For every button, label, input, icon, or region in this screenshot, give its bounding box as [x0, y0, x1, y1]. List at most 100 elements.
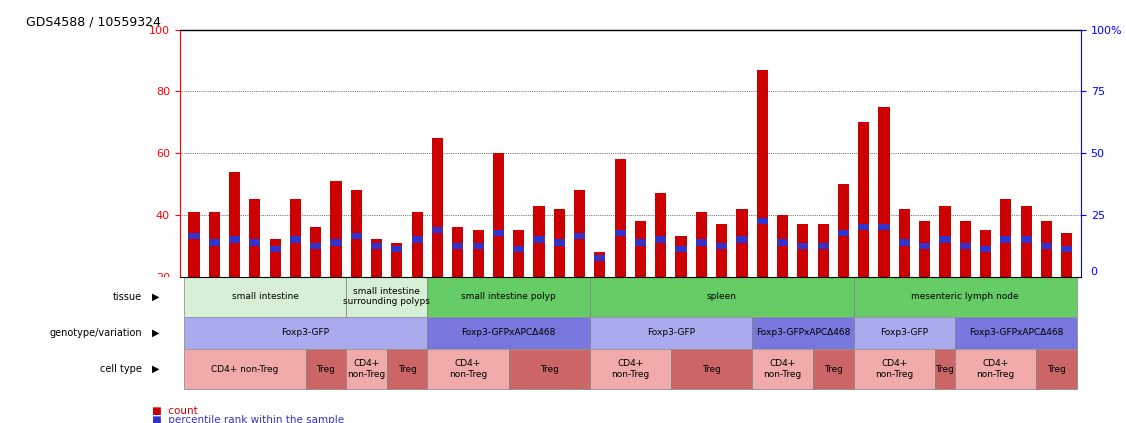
Bar [676, 236, 687, 338]
Bar [878, 224, 890, 230]
Bar [1020, 206, 1031, 338]
Bar [184, 277, 346, 317]
Bar [428, 349, 509, 389]
Bar [854, 317, 955, 349]
Text: CD4+
non-Treg: CD4+ non-Treg [449, 360, 488, 379]
Bar [1040, 221, 1052, 338]
Bar [899, 239, 910, 246]
Bar [716, 224, 727, 338]
Text: CD4+
non-Treg: CD4+ non-Treg [763, 360, 802, 379]
Bar [752, 317, 854, 349]
Bar [736, 209, 748, 338]
Bar [289, 236, 301, 242]
Bar [757, 70, 768, 338]
Bar [310, 242, 321, 249]
Bar [590, 277, 854, 317]
Bar [959, 242, 971, 249]
Bar [289, 199, 301, 338]
Bar [269, 239, 280, 338]
Bar [595, 252, 606, 338]
Bar [208, 212, 220, 338]
Bar [590, 317, 752, 349]
Bar [310, 227, 321, 338]
Bar [858, 224, 869, 230]
Bar [432, 137, 444, 338]
Bar [1061, 233, 1072, 338]
Bar [372, 239, 382, 338]
Bar [509, 349, 590, 389]
Bar [696, 239, 707, 246]
Bar [392, 246, 402, 252]
Text: 0: 0 [1090, 266, 1097, 277]
Bar [350, 233, 361, 239]
Text: Treg: Treg [824, 365, 842, 374]
Text: Treg: Treg [703, 365, 721, 374]
Bar [854, 349, 935, 389]
Bar [208, 239, 220, 246]
Text: Treg: Treg [1047, 365, 1066, 374]
Bar [453, 227, 464, 338]
Bar [330, 181, 341, 338]
Text: CD4+
non-Treg: CD4+ non-Treg [976, 360, 1015, 379]
Text: Treg: Treg [316, 365, 336, 374]
Bar [350, 190, 361, 338]
Bar [412, 212, 422, 338]
Bar [752, 349, 813, 389]
Bar [453, 242, 464, 249]
Bar [473, 242, 484, 249]
Bar [534, 236, 545, 242]
Bar [980, 230, 991, 338]
Bar [655, 236, 667, 242]
Bar [428, 317, 590, 349]
Text: cell type: cell type [100, 364, 142, 374]
Bar [777, 215, 788, 338]
Text: Foxp3-GFP: Foxp3-GFP [647, 328, 695, 337]
Text: mesenteric lymph node: mesenteric lymph node [911, 292, 1019, 301]
Text: Foxp3-GFPxAPCΔ468: Foxp3-GFPxAPCΔ468 [756, 328, 850, 337]
Bar [955, 317, 1076, 349]
Bar [696, 212, 707, 338]
Text: Treg: Treg [397, 365, 417, 374]
Text: CD4+
non-Treg: CD4+ non-Treg [875, 360, 913, 379]
Text: ■  count: ■ count [152, 406, 198, 416]
Bar [736, 236, 748, 242]
Bar [635, 221, 646, 338]
Text: small intestine polyp: small intestine polyp [462, 292, 556, 301]
Bar [878, 107, 890, 338]
Text: CD4+ non-Treg: CD4+ non-Treg [211, 365, 278, 374]
Text: Treg: Treg [539, 365, 558, 374]
Bar [188, 233, 199, 239]
Bar [854, 277, 1076, 317]
Bar [1036, 349, 1076, 389]
Bar [554, 239, 565, 246]
Text: Foxp3-GFPxAPCΔ468: Foxp3-GFPxAPCΔ468 [462, 328, 556, 337]
Bar [939, 206, 950, 338]
Bar [635, 239, 646, 246]
Bar [574, 190, 586, 338]
Bar [432, 227, 444, 233]
Bar [249, 239, 260, 246]
Bar [590, 349, 671, 389]
Text: CD4+
non-Treg: CD4+ non-Treg [347, 360, 385, 379]
Bar [919, 221, 930, 338]
Bar [655, 193, 667, 338]
Bar [797, 242, 808, 249]
Bar [595, 255, 606, 261]
Bar [716, 242, 727, 249]
Bar [615, 230, 626, 236]
Bar [980, 246, 991, 252]
Bar [757, 218, 768, 224]
Bar [939, 236, 950, 242]
Bar [229, 236, 240, 242]
Bar [1000, 236, 1011, 242]
Text: Foxp3-GFP: Foxp3-GFP [282, 328, 330, 337]
Bar [959, 221, 971, 338]
Text: CD4+
non-Treg: CD4+ non-Treg [611, 360, 650, 379]
Text: ■  percentile rank within the sample: ■ percentile rank within the sample [152, 415, 345, 423]
Bar [346, 277, 428, 317]
Bar [412, 236, 422, 242]
Bar [574, 233, 586, 239]
Bar [534, 206, 545, 338]
Bar [372, 242, 382, 249]
Bar [493, 230, 504, 236]
